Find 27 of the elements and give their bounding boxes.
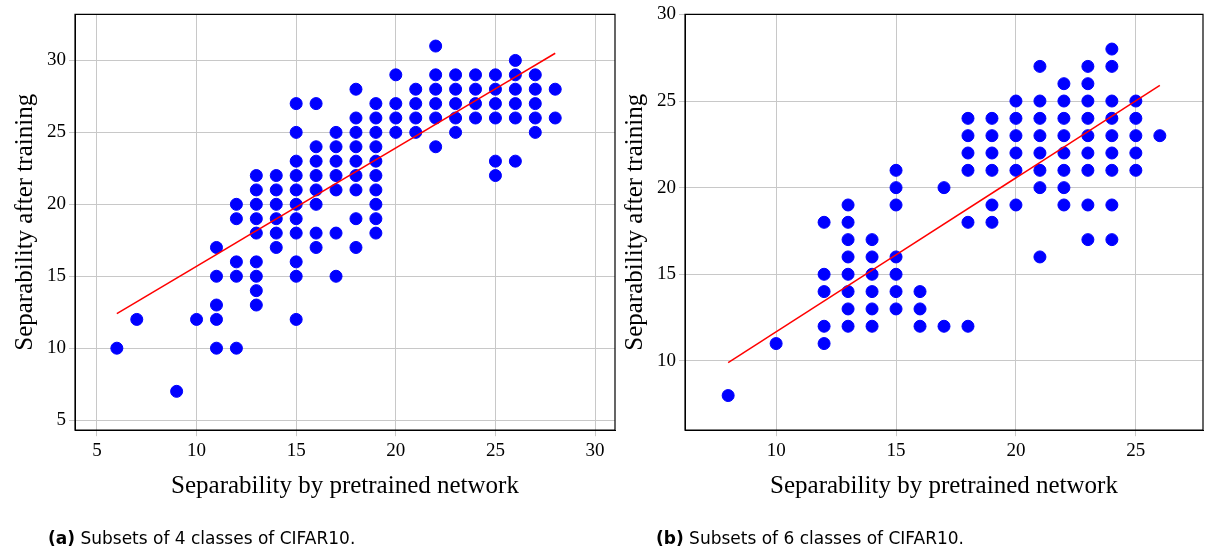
y-tick-label: 20 xyxy=(657,175,676,197)
y-tick-label: 15 xyxy=(47,264,66,286)
y-tick-label: 25 xyxy=(657,89,676,111)
x-tick-label: 5 xyxy=(92,438,102,460)
text: (a) Subsets of 4 classes of CIFAR10. xyxy=(48,528,356,548)
x-tick-label: 20 xyxy=(386,438,406,460)
x-tick-label: 25 xyxy=(485,438,505,460)
x-tick-label: 10 xyxy=(187,438,207,460)
x-tick-label: 15 xyxy=(286,438,306,460)
y-tick-label: 10 xyxy=(47,336,66,358)
x-tick-label: 20 xyxy=(1006,438,1026,460)
y-tick-label: 10 xyxy=(657,348,676,370)
x-axis-title: Separability by pretrained network xyxy=(171,470,520,498)
y-tick-label: 20 xyxy=(47,192,66,214)
y-tick-label: 30 xyxy=(47,48,66,70)
y-axis-title: Separability after training xyxy=(9,93,37,351)
y-tick-label: 15 xyxy=(657,262,676,284)
x-tick-label: 25 xyxy=(1126,438,1146,460)
text: (b) Subsets of 6 classes of CIFAR10. xyxy=(656,528,965,548)
x-tick-label: 10 xyxy=(766,438,786,460)
y-tick-label: 25 xyxy=(47,120,66,142)
y-axis-title: Separability after training xyxy=(619,93,647,351)
x-tick-label: 15 xyxy=(886,438,906,460)
y-tick-label: 5 xyxy=(56,408,66,430)
y-tick-label: 30 xyxy=(657,2,676,24)
x-axis-title: Separability by pretrained network xyxy=(770,470,1119,498)
x-tick-label: 30 xyxy=(585,438,605,460)
